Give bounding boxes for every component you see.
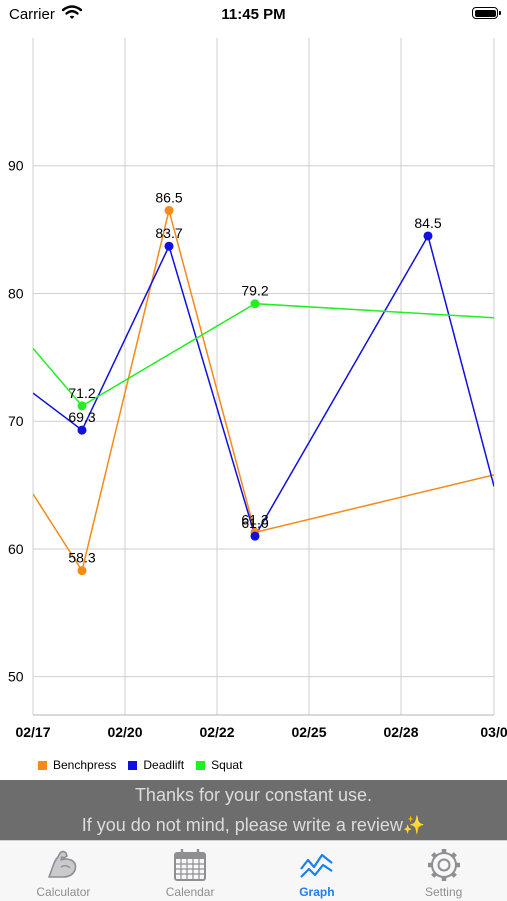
data-point-benchpress	[164, 205, 174, 215]
legend-label-benchpress: Benchpress	[53, 758, 117, 772]
data-label-deadlift: 84.5	[414, 215, 441, 231]
status-bar: Carrier 11:45 PM	[0, 0, 507, 30]
tab-label-graph: Graph	[299, 885, 335, 899]
data-point-deadlift	[77, 425, 87, 435]
x-tick-label: 03/0	[480, 724, 507, 740]
status-time: 11:45 PM	[221, 6, 286, 23]
data-label-deadlift: 83.7	[155, 225, 182, 241]
x-tick-label: 02/22	[199, 724, 234, 740]
battery-icon	[472, 7, 501, 19]
y-tick-label: 80	[8, 285, 24, 301]
y-tick-label: 70	[8, 413, 24, 429]
data-label-deadlift: 61.0	[241, 515, 268, 531]
data-point-deadlift	[423, 231, 433, 241]
legend-label-squat: Squat	[211, 758, 243, 772]
x-tick-label: 02/17	[15, 724, 50, 740]
tab-graph[interactable]: Graph	[254, 841, 381, 901]
x-tick-label: 02/25	[291, 724, 326, 740]
line-graph-icon	[299, 847, 335, 883]
tab-label-calendar: Calendar	[165, 885, 215, 899]
y-tick-label: 60	[8, 541, 24, 557]
tab-label-calculator: Calculator	[36, 885, 91, 899]
review-banner[interactable]: Thanks for your constant use. If you do …	[0, 780, 507, 840]
series-line-deadlift	[33, 234, 494, 539]
data-point-deadlift	[164, 241, 174, 251]
data-point-squat	[77, 401, 87, 411]
tab-calculator[interactable]: Calculator	[0, 841, 127, 901]
tab-bar: Calculator Calendar Graph	[0, 840, 507, 901]
legend-item-benchpress: Benchpress	[38, 758, 116, 772]
x-tick-label: 02/20	[107, 724, 142, 740]
legend-label-deadlift: Deadlift	[143, 758, 185, 772]
chart-legend: Benchpress Deadlift Squat	[38, 757, 254, 773]
legend-swatch-deadlift	[128, 760, 138, 770]
arm-muscle-icon	[45, 847, 81, 883]
data-point-benchpress	[77, 566, 87, 576]
tab-label-setting: Setting	[424, 885, 463, 899]
data-label-benchpress: 61.3	[241, 511, 268, 527]
x-tick-label: 02/28	[383, 724, 418, 740]
legend-item-squat: Squat	[196, 758, 242, 772]
banner-line-2: If you do not mind, please write a revie…	[81, 815, 426, 835]
legend-swatch-benchpress	[38, 760, 47, 770]
calendar-icon	[172, 847, 208, 883]
tab-setting[interactable]: Setting	[380, 841, 507, 901]
gear-icon	[426, 847, 462, 883]
data-label-deadlift: 69.3	[68, 409, 95, 425]
legend-swatch-squat	[196, 760, 206, 770]
legend-item-deadlift: Deadlift	[128, 758, 184, 772]
data-label-benchpress: 86.5	[155, 189, 182, 205]
data-label-squat: 79.2	[241, 283, 268, 299]
data-label-benchpress: 58.3	[68, 550, 95, 566]
wifi-icon	[61, 5, 83, 25]
y-tick-label: 90	[8, 158, 24, 174]
carrier-label: Carrier	[9, 6, 55, 23]
series-line-squat	[33, 302, 494, 407]
banner-line-1: Thanks for your constant use.	[134, 785, 373, 805]
y-tick-label: 50	[8, 669, 24, 685]
weight-line-chart: 50 60 70 80 90 02/17 02/20 02/22 02/25 02/28 03/0 5…	[8, 38, 507, 740]
data-label-squat: 71.2	[68, 385, 95, 401]
data-point-deadlift	[250, 531, 260, 541]
data-point-squat	[250, 299, 260, 309]
tab-calendar[interactable]: Calendar	[127, 841, 254, 901]
